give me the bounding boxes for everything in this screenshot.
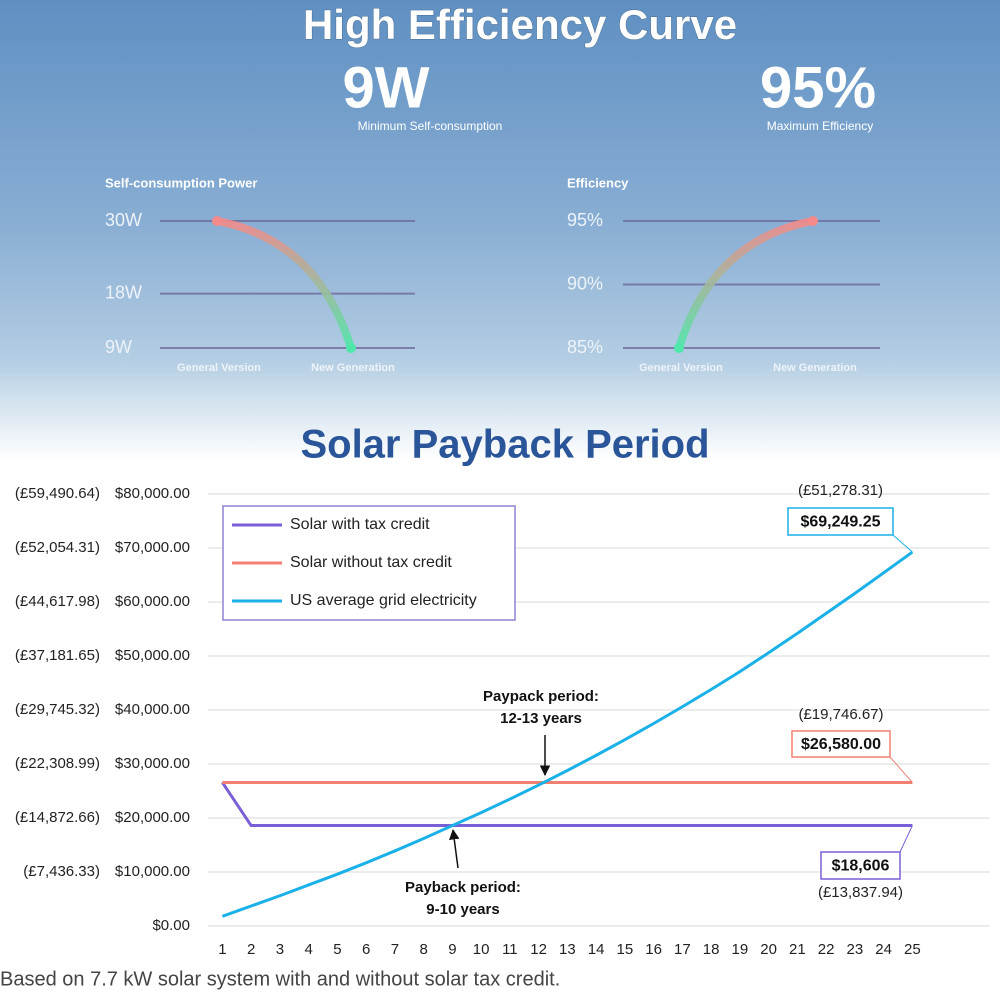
y-tick-label: $70,000.00 [115,539,190,556]
legend-label: US average grid electricity [290,592,477,609]
legend-label: Solar without tax credit [290,554,452,571]
annotation: 12-13 years [500,710,582,727]
x-tick-label: 25 [904,941,921,958]
y-tick-label: 95% [567,210,603,230]
value-label: $26,580.00 [801,736,881,753]
highlight-label: Maximum Efficiency [767,119,873,133]
x-tick-label: 6 [362,941,370,958]
y2-tick-label: (£44,617.98) [15,593,100,610]
x-tick-label: 16 [645,941,662,958]
value-label-gbp: (£13,837.94) [818,884,903,901]
chart-subtitle: Efficiency [567,175,629,190]
callout-box [787,507,894,536]
curve [675,217,817,352]
value-label: $69,249.25 [800,514,880,531]
x-tick-label: 4 [304,941,312,958]
curve [213,217,355,352]
x-tick-label: New Generation [311,362,395,374]
point [212,216,222,226]
x-tick-label: 19 [732,941,749,958]
y-tick-label: $30,000.00 [115,755,190,772]
x-tick-label: 5 [333,941,341,958]
point [346,343,356,353]
y-tick-label: 90% [567,273,603,293]
y-tick-label: $80,000.00 [115,485,190,502]
x-tick-label: 17 [674,941,691,958]
series-line [221,550,914,918]
y-tick-label: $40,000.00 [115,701,190,718]
x-tick-label: 8 [419,941,427,958]
callout-leader [899,825,913,853]
x-tick-label: 18 [703,941,720,958]
highlight-label: Minimum Self-consumption [358,119,503,133]
x-tick-label: 21 [789,941,806,958]
x-tick-label: 20 [760,941,777,958]
chart-subtitle: Self-consumption Power [105,175,257,190]
x-tick-label: 3 [276,941,284,958]
x-tick-label: 22 [818,941,835,958]
x-tick-label: General Version [177,362,261,374]
y-tick-label: 18W [105,282,142,302]
y2-tick-label: (£52,054.31) [15,539,100,556]
y-tick-label: $10,000.00 [115,863,190,880]
x-tick-label: 10 [473,941,490,958]
x-tick-label: 24 [875,941,892,958]
y-tick-label: $0.00 [152,917,190,934]
callout-box [791,730,891,758]
highlight-value: 95% [760,55,876,120]
y2-tick-label: (£37,181.65) [15,647,100,664]
chart-title: Solar Payback Period [300,423,709,467]
y-tick-label: $20,000.00 [115,809,190,826]
legend-label: Solar with tax credit [290,516,430,533]
x-tick-label: 1 [218,941,226,958]
x-tick-label: 7 [391,941,399,958]
y2-tick-label: (£59,490.64) [15,485,100,502]
y2-tick-label: (£7,436.33) [23,863,100,880]
value-label-gbp: (£19,746.67) [798,706,883,723]
page-title: High Efficiency Curve [303,1,737,48]
x-tick-label: 11 [502,941,518,958]
callout-leader [892,534,913,553]
annotation: Paypack period: [483,688,599,705]
footnote: Based on 7.7 kW solar system with and wi… [0,968,560,990]
highlight-value: 9W [343,55,430,120]
x-tick-label: 15 [617,941,634,958]
y-tick-label: 9W [105,337,132,357]
x-tick-label: 13 [559,941,576,958]
y2-tick-label: (£29,745.32) [15,701,100,718]
y-tick-label: 85% [567,337,603,357]
annotation-arrow [449,828,460,869]
y-tick-label: $50,000.00 [115,647,190,664]
y2-tick-label: (£22,308.99) [15,755,100,772]
x-tick-label: 2 [247,941,255,958]
value-label-gbp: (£51,278.31) [798,482,883,499]
value-label: $18,606 [832,858,890,875]
y2-tick-label: (£14,872.66) [15,809,100,826]
annotation: 9-10 years [426,901,499,918]
y-tick-label: $60,000.00 [115,593,190,610]
x-tick-label: General Version [639,362,723,374]
x-tick-label: 14 [588,941,605,958]
callout-box [820,851,901,880]
point [674,343,684,353]
series-line [221,781,913,828]
x-tick-label: 23 [847,941,864,958]
x-tick-label: 9 [448,941,456,958]
point [808,216,818,226]
annotation: Payback period: [405,879,521,896]
x-tick-label: New Generation [773,362,857,374]
x-tick-label: 12 [530,941,547,958]
y-tick-label: 30W [105,210,142,230]
